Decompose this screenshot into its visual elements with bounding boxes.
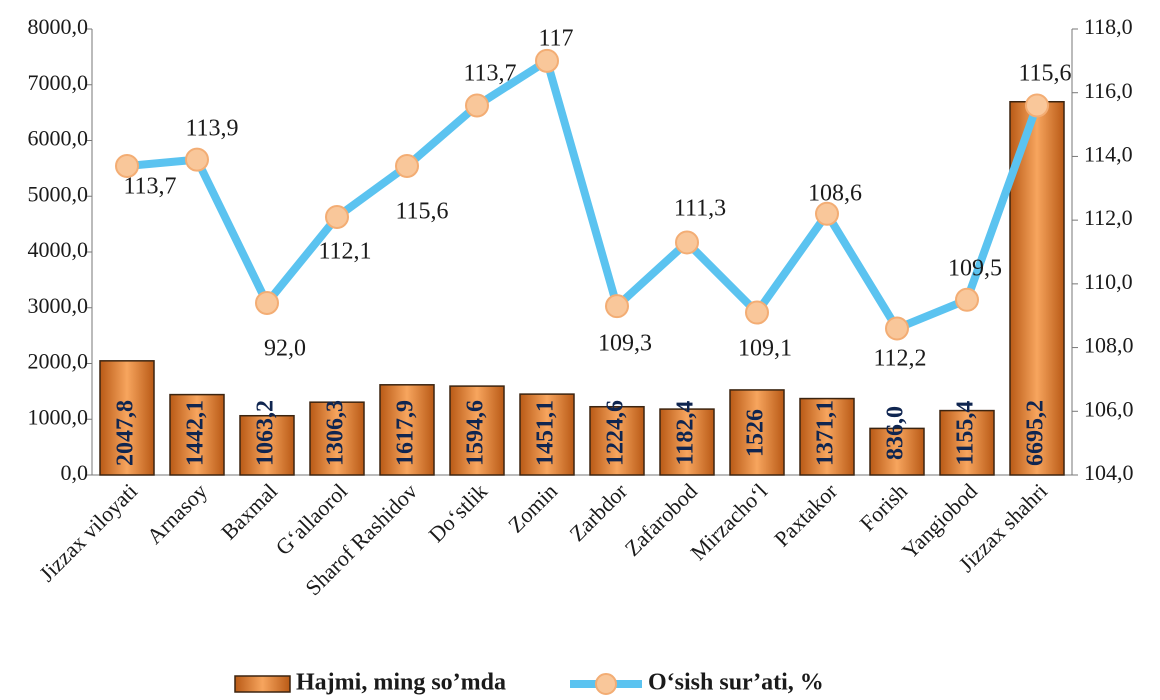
line-label: 112,1: [318, 239, 371, 265]
bar: [99, 360, 155, 476]
x-tick-label: Zarbdor: [564, 478, 632, 546]
y-tick-label: 8000,0: [28, 14, 89, 39]
bar-value-label: 1451,1: [533, 400, 559, 466]
bar: [589, 405, 645, 476]
line-marker: [885, 316, 909, 341]
x-tick-label: Forish: [855, 478, 912, 535]
y2-tick-label: 108,0: [1084, 333, 1134, 358]
bar-value-label: 1442,1: [183, 400, 209, 466]
line-marker: [535, 48, 559, 73]
legend-label: O‘sish sur’ati, %: [648, 670, 824, 696]
line: [126, 56, 1041, 333]
y2-tick-label: 118,0: [1084, 14, 1133, 39]
line-label: 113,9: [185, 116, 238, 142]
line-marker: [675, 230, 699, 255]
bar: [659, 408, 715, 476]
x-tick-label: Baxmal: [216, 478, 282, 544]
line-marker: [115, 153, 139, 178]
y-tick-label: 7000,0: [28, 70, 89, 95]
line-label: 113,7: [463, 61, 516, 87]
line-label: 113,7: [123, 174, 176, 200]
legend-label: Hajmi, ming so’mda: [296, 670, 506, 696]
y2-tick-label: 112,0: [1084, 205, 1133, 230]
line-marker: [255, 290, 279, 315]
legend-swatch: [234, 675, 291, 693]
bar-value-label: 836,0: [883, 406, 909, 460]
bar-value-label: 1155,4: [953, 401, 979, 466]
bar: [449, 385, 505, 476]
line-marker: [955, 287, 979, 312]
bar-value-label: 1371,1: [813, 400, 839, 466]
bar: [379, 384, 435, 476]
bar-value-label: 1526: [743, 409, 769, 457]
bar: [869, 427, 925, 476]
bar: [799, 397, 855, 476]
line-marker: [185, 147, 209, 172]
line-label: 115,6: [395, 199, 448, 225]
line-label: 109,5: [948, 256, 1002, 282]
bar-value-label: 1182,4: [673, 401, 699, 466]
legend-swatch: [595, 673, 617, 695]
line-marker: [815, 201, 839, 226]
y-tick-label: 1000,0: [28, 404, 89, 429]
bar: [239, 414, 295, 476]
bar-value-label: 1224,6: [603, 400, 629, 466]
y2-tick-label: 114,0: [1084, 141, 1133, 166]
line-label: 111,3: [674, 196, 726, 222]
bar: [309, 401, 365, 476]
y-tick-label: 4000,0: [28, 237, 89, 262]
line-label: 108,6: [808, 181, 862, 207]
line-label: 92,0: [264, 336, 306, 362]
y2-tick-label: 116,0: [1084, 78, 1133, 103]
line-label: 109,3: [598, 331, 652, 357]
x-tick-label: Do‘stlik: [423, 478, 492, 547]
x-tick-label: Paxtakor: [769, 478, 842, 551]
y-tick-label: 6000,0: [28, 126, 89, 151]
bar-value-label: 1306,3: [323, 400, 349, 466]
x-tick-label: Jizzax viloyati: [34, 478, 142, 586]
y-tick-label: 3000,0: [28, 293, 89, 318]
line-marker: [465, 93, 489, 118]
line-marker: [1025, 93, 1049, 118]
line-marker: [745, 300, 769, 325]
bar-value-label: 1594,6: [463, 400, 489, 466]
line-label: 109,1: [738, 336, 792, 362]
bar-value-label: 2047,8: [113, 400, 139, 466]
x-tick-label: Zomin: [503, 478, 562, 537]
line-marker: [325, 204, 349, 229]
y-tick-label: 0,0: [61, 460, 89, 485]
bar-value-label: 1063,2: [253, 400, 279, 466]
bar-value-label: 1617,9: [393, 400, 419, 466]
y2-tick-label: 110,0: [1084, 269, 1133, 294]
y-tick-label: 2000,0: [28, 349, 89, 374]
x-tick-label: Mirzacho‘l: [685, 478, 772, 565]
bar-value-label: 6695,2: [1023, 400, 1049, 466]
x-tick-label: Arnasoy: [142, 478, 212, 548]
y2-tick-label: 106,0: [1084, 396, 1134, 421]
line-label: 117: [538, 26, 573, 52]
line-marker: [605, 294, 629, 319]
line-label: 115,6: [1018, 61, 1071, 87]
bar: [169, 393, 225, 476]
y-tick-label: 5000,0: [28, 181, 89, 206]
bar: [939, 409, 995, 476]
y2-tick-label: 104,0: [1084, 460, 1134, 485]
bar: [729, 389, 785, 476]
line-marker: [395, 153, 419, 178]
line-label: 112,2: [873, 346, 926, 372]
bar: [519, 393, 575, 476]
